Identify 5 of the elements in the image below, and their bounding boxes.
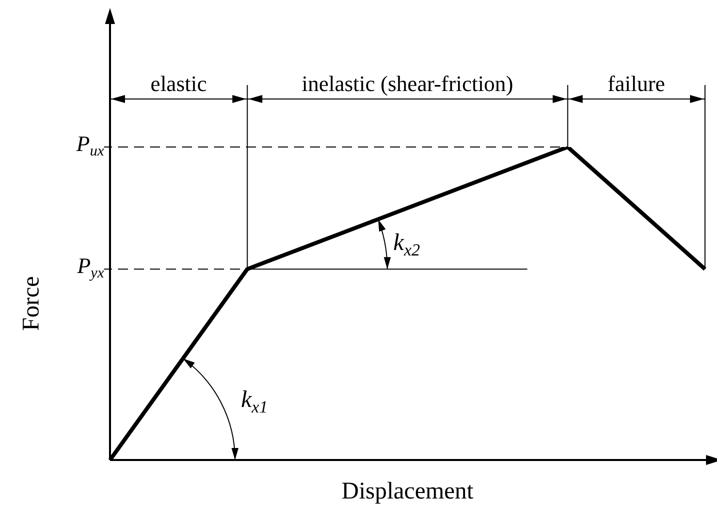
text: failure	[608, 70, 666, 96]
text: inelastic (shear-friction)	[302, 70, 514, 96]
y-axis-title: Force	[18, 276, 44, 331]
text: elastic	[150, 70, 207, 96]
x-axis-title: Displacement	[342, 478, 474, 504]
